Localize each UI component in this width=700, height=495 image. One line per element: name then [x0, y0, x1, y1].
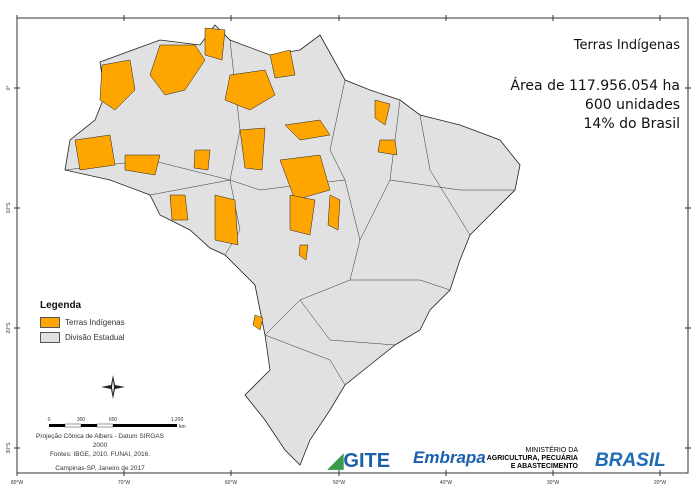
lon-tick-label: 20°W [654, 480, 667, 486]
lat-tick-label: 20°S [6, 322, 12, 334]
lon-tick-label: 80°W [11, 480, 24, 486]
units-text: 600 unidades [584, 97, 680, 113]
latitude-ticks: 0° 10°S 20°S 30°S [6, 86, 691, 454]
lon-tick-label: 60°W [225, 480, 238, 486]
map-credits: Projeção Cônica de Albers - Datum SIRGAS… [30, 432, 170, 473]
legend-item: Terras Indígenas [40, 317, 125, 328]
legend-swatch [40, 317, 60, 328]
projection-text: Projeção Cônica de Albers - Datum SIRGAS… [36, 433, 164, 449]
ministry-logo: MINISTÉRIO DA AGRICULTURA, PECUÁRIA E ABAS… [486, 447, 578, 470]
sources-text: Fontes: IBGE, 2010. FUNAI, 2016. [49, 451, 151, 458]
lat-tick-label: 30°S [6, 442, 12, 454]
legend-swatch [40, 332, 60, 343]
longitude-ticks: 80°W 70°W 60°W 50°W 40°W 30°W 20°W [11, 15, 667, 486]
share-text: 14% do Brasil [583, 116, 680, 132]
gite-logo: ◢GITE [328, 450, 391, 472]
map-title: Terras Indígenas [573, 38, 680, 53]
lon-tick-label: 30°W [547, 480, 560, 486]
place-date-text: Campinas-SP, Janeiro de 2017 [55, 465, 145, 472]
area-text: Área de 117.956.054 ha [510, 78, 680, 94]
lon-tick-label: 50°W [333, 480, 346, 486]
scale-tick: 0 [48, 417, 51, 423]
lon-tick-label: 40°W [440, 480, 453, 486]
embrapa-logo: Embrapa [413, 448, 486, 467]
compass-rose [101, 375, 125, 399]
brazil-outline [64, 24, 521, 466]
scale-tick: 1.200 [171, 417, 184, 423]
lat-tick-label: 0° [6, 86, 12, 91]
lat-tick-label: 10°S [6, 202, 12, 214]
lon-tick-label: 70°W [118, 480, 131, 486]
indigenous-lands [74, 27, 398, 331]
brasil-logo: BRASIL [595, 450, 666, 471]
scale-bar: 0 300 600 1.200 km [48, 417, 186, 430]
scale-unit: km [179, 424, 186, 430]
scale-tick: 300 [77, 417, 86, 423]
scale-tick: 600 [109, 417, 118, 423]
legend-title: Legenda [40, 300, 82, 311]
legend: Legenda Terras Indígenas Divisão Estadua… [40, 300, 125, 347]
legend-item: Divisão Estadual [40, 332, 125, 343]
